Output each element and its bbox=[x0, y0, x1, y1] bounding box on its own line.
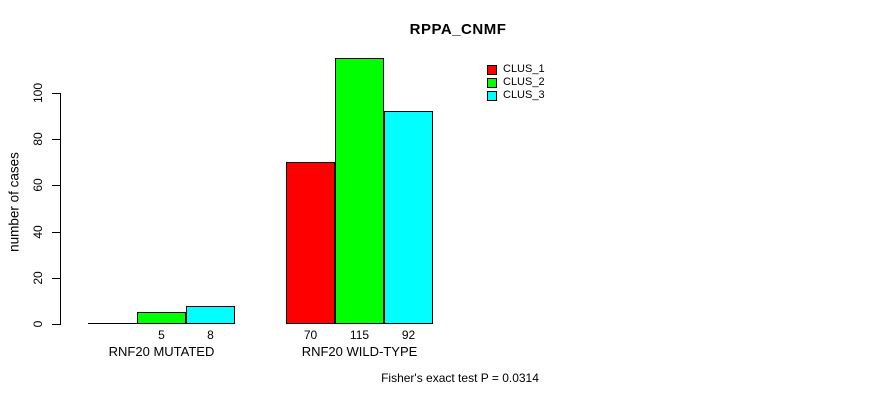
y-axis-tick bbox=[52, 93, 60, 94]
legend-item-clus-1: CLUS_1 bbox=[487, 63, 545, 76]
chart-title: RPPA_CNMF bbox=[409, 21, 507, 38]
fisher-test-note: Fisher's exact test P = 0.0314 bbox=[381, 371, 539, 385]
legend-swatch bbox=[487, 90, 497, 101]
y-axis-tick bbox=[52, 139, 60, 140]
y-axis-tick bbox=[52, 324, 60, 325]
legend-label: CLUS_1 bbox=[503, 63, 545, 75]
y-axis-line bbox=[60, 93, 61, 325]
bar-value-label: 8 bbox=[207, 328, 214, 342]
y-axis-tick-label: 40 bbox=[31, 225, 45, 239]
legend-swatch bbox=[487, 64, 497, 75]
bar-value-label: 70 bbox=[303, 328, 318, 342]
legend: CLUS_1 CLUS_2 CLUS_3 bbox=[487, 63, 545, 102]
y-axis-tick-label: 60 bbox=[31, 178, 45, 192]
y-axis-tick bbox=[52, 278, 60, 279]
bar-clus-3-rnf20-wild-type bbox=[384, 111, 433, 324]
y-axis-tick-label: 80 bbox=[31, 132, 45, 146]
bar-clus-3-rnf20-mutated bbox=[186, 306, 235, 324]
category-label-rnf20-wild-type: RNF20 WILD-TYPE bbox=[301, 344, 418, 359]
legend-item-clus-3: CLUS_3 bbox=[487, 89, 545, 102]
y-axis-tick bbox=[52, 185, 60, 186]
bar-clus-1-rnf20-wild-type bbox=[286, 162, 335, 324]
y-axis-tick bbox=[52, 232, 60, 233]
y-axis-tick-label: 0 bbox=[31, 320, 45, 328]
bar-value-label: 5 bbox=[158, 328, 165, 342]
y-axis-tick-label: 100 bbox=[31, 82, 45, 104]
bar-clus-1-rnf20-mutated bbox=[88, 323, 138, 324]
legend-swatch bbox=[487, 77, 497, 88]
legend-label: CLUS_2 bbox=[503, 76, 545, 88]
bar-value-label: 115 bbox=[349, 328, 370, 342]
category-label-rnf20-mutated: RNF20 MUTATED bbox=[108, 344, 215, 359]
bar-value-label: 92 bbox=[401, 328, 416, 342]
bar-clus-2-rnf20-wild-type bbox=[335, 58, 384, 324]
legend-item-clus-2: CLUS_2 bbox=[487, 76, 545, 89]
y-axis-tick-label: 20 bbox=[31, 271, 45, 285]
bar-clus-2-rnf20-mutated bbox=[137, 312, 186, 324]
legend-label: CLUS_3 bbox=[503, 89, 545, 101]
